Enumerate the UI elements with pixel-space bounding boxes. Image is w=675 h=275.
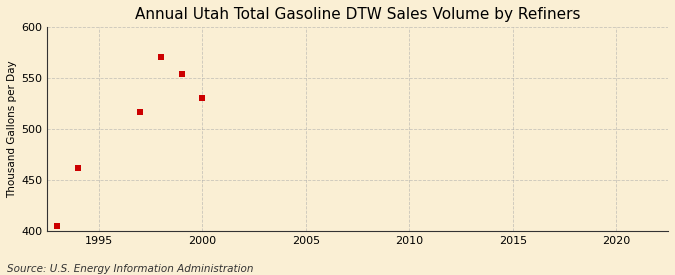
Text: Source: U.S. Energy Information Administration: Source: U.S. Energy Information Administ… (7, 264, 253, 274)
Title: Annual Utah Total Gasoline DTW Sales Volume by Refiners: Annual Utah Total Gasoline DTW Sales Vol… (135, 7, 580, 22)
Point (197, 95, 208, 100)
Y-axis label: Thousand Gallons per Day: Thousand Gallons per Day (7, 60, 17, 198)
Point (155, 55, 166, 59)
Point (52, 224, 63, 228)
Point (176, 72, 187, 76)
Point (135, 110, 146, 114)
Point (73, 166, 84, 170)
